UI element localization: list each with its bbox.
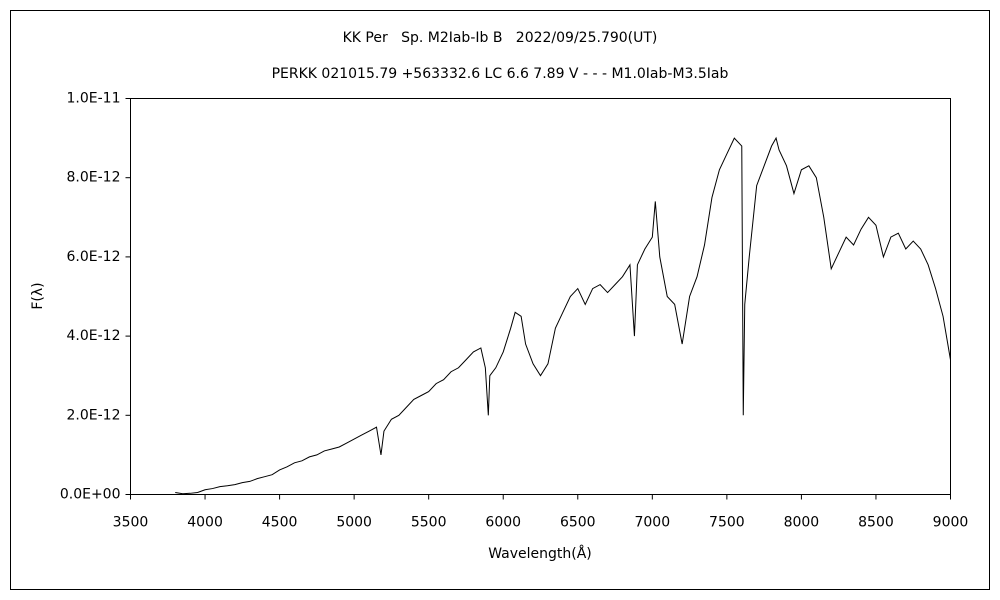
chart-title: KK Per Sp. M2Iab-Ib B 2022/09/25.790(UT) — [343, 30, 658, 46]
x-tick-label: 7500 — [709, 515, 745, 531]
x-tick-label: 5000 — [336, 515, 372, 531]
y-tick-label: 6.0E-12 — [67, 249, 121, 265]
x-tick-label: 9000 — [933, 515, 969, 531]
x-tick-label: 4500 — [262, 515, 298, 531]
x-tick-label: 7000 — [634, 515, 670, 531]
x-tick-label: 6500 — [560, 515, 596, 531]
x-tick-label: 6000 — [485, 515, 521, 531]
y-tick-label: 0.0E+00 — [60, 487, 121, 503]
y-tick-label: 4.0E-12 — [67, 328, 121, 344]
x-tick-label: 8000 — [784, 515, 820, 531]
plot-area — [130, 98, 951, 495]
x-axis-label: Wavelength(Å) — [488, 545, 592, 562]
x-tick-label: 4000 — [187, 515, 223, 531]
chart-subtitle: PERKK 021015.79 +563332.6 LC 6.6 7.89 V … — [272, 66, 729, 82]
x-tick-label: 8500 — [858, 515, 894, 531]
x-tick-label: 5500 — [411, 515, 447, 531]
x-tick-label: 3500 — [113, 515, 149, 531]
y-tick-label: 8.0E-12 — [67, 170, 121, 186]
y-tick-label: 2.0E-12 — [67, 407, 121, 423]
y-axis-label: F(λ) — [30, 282, 46, 309]
spectrum-line — [175, 136, 951, 495]
y-tick-label: 1.0E-11 — [67, 91, 121, 107]
